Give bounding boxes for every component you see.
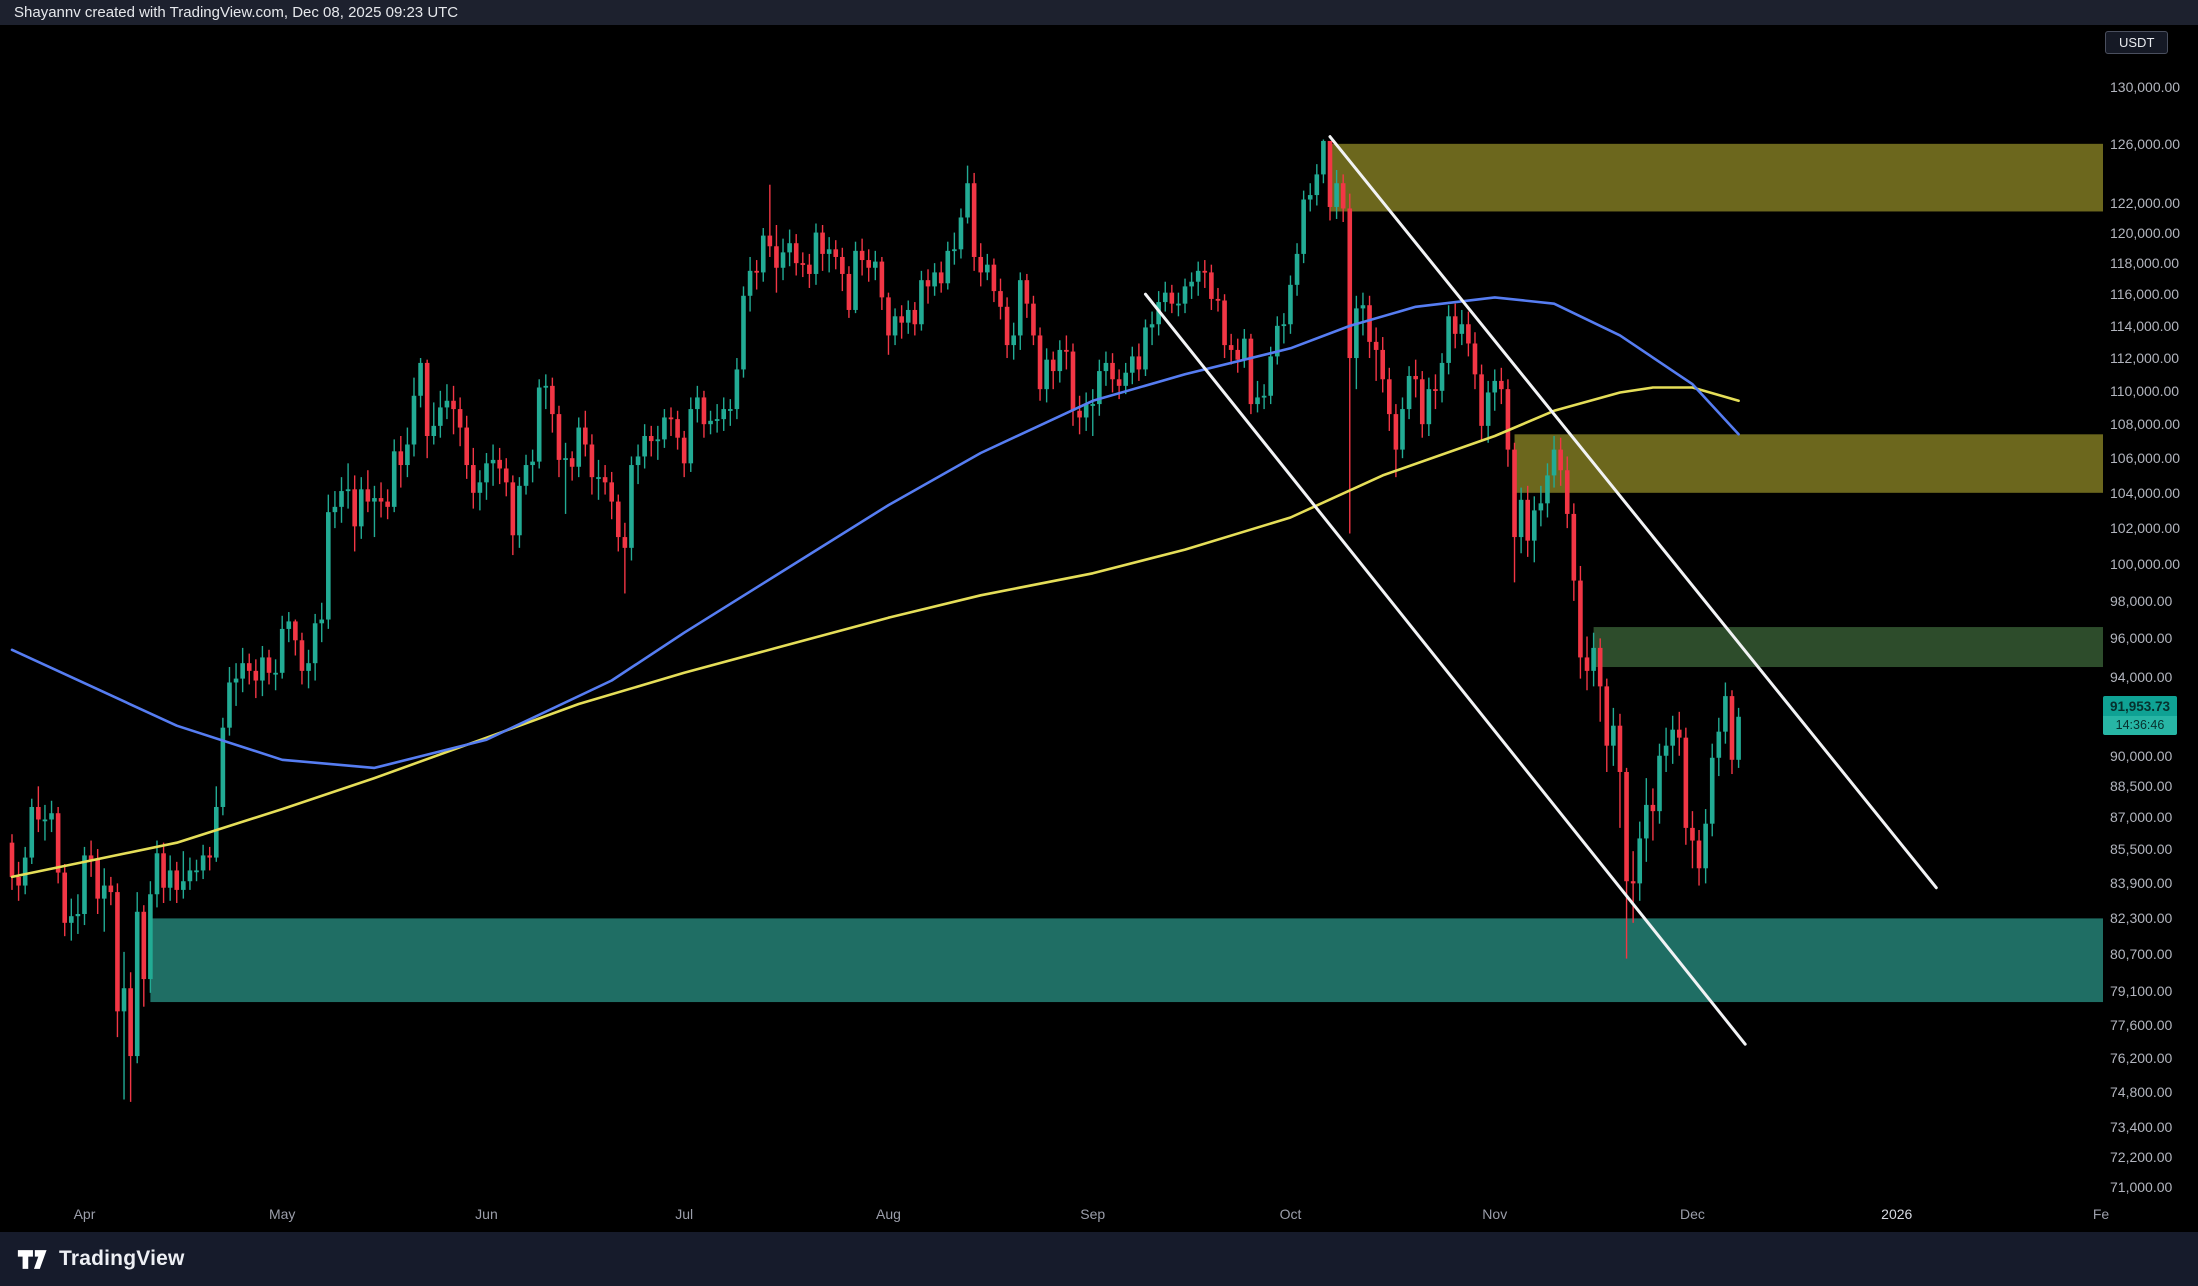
time-tick-label: Nov: [1482, 1206, 1508, 1222]
supply-zone-upper[interactable]: [1330, 143, 2103, 212]
price-tick-label: 82,300.00: [2110, 910, 2173, 927]
tradingview-wordmark: TradingView: [59, 1247, 185, 1270]
time-tick-label: Jul: [675, 1206, 694, 1222]
last-price-value: 91,953.73: [2103, 695, 2177, 716]
price-tick-label: 76,200.00: [2110, 1050, 2173, 1067]
time-axis[interactable]: Apr May Jun Jul Aug Sep Oct Nov Dec 2026 Fe: [0, 1199, 2198, 1232]
tradingview-logo[interactable]: TradingView: [16, 1247, 185, 1272]
price-tick-label: 110,000.00: [2110, 382, 2180, 399]
time-tick-label: May: [268, 1206, 296, 1222]
price-tick-label: 88,500.00: [2110, 778, 2173, 795]
price-tick-label: 96,000.00: [2110, 630, 2173, 647]
attribution-text: Shayannv created with TradingView.com, D…: [14, 4, 459, 21]
price-tick-label: 118,000.00: [2110, 255, 2180, 272]
price-tick-label: 94,000.00: [2110, 668, 2173, 685]
last-price-label: 91,953.73 14:36:46: [2103, 695, 2177, 735]
channel-upper[interactable]: [1328, 135, 1938, 890]
price-tick-label: 98,000.00: [2110, 592, 2173, 609]
time-tick-label: Jun: [475, 1206, 498, 1222]
price-axis[interactable]: USDT 130,000.00 126,000.00 122,000.00 120,0…: [2103, 25, 2198, 1232]
price-tick-label: 100,000.00: [2110, 556, 2181, 573]
resistance-zone-green[interactable]: [1593, 627, 2103, 668]
demand-zone-teal[interactable]: [150, 918, 2103, 1003]
price-tick-label: 90,000.00: [2110, 747, 2173, 764]
price-tick-label: 74,800.00: [2110, 1084, 2173, 1101]
attribution-bar: Shayannv created with TradingView.com, D…: [0, 0, 2198, 25]
price-tick-label: 83,900.00: [2110, 875, 2173, 892]
price-tick-label: 73,400.00: [2110, 1118, 2173, 1135]
price-tick-label: 108,000.00: [2110, 416, 2181, 433]
price-tick-label: 130,000.00: [2110, 79, 2181, 95]
price-tick-label: 80,700.00: [2110, 946, 2173, 963]
tradingview-logo-icon: [17, 1249, 47, 1269]
price-tick-label: 120,000.00: [2110, 224, 2181, 241]
time-tick-label: Sep: [1080, 1206, 1106, 1222]
price-tick-label: 71,000.00: [2110, 1179, 2173, 1195]
price-tick-label: 72,200.00: [2110, 1148, 2173, 1165]
price-tick-label: 112,000.00: [2110, 350, 2180, 367]
time-tick-label: Dec: [1679, 1206, 1705, 1222]
time-tick-label: Aug: [876, 1206, 901, 1222]
price-tick-label: 77,600.00: [2110, 1017, 2173, 1034]
time-tick-label: Oct: [1279, 1206, 1302, 1222]
price-tick-label: 114,000.00: [2110, 317, 2180, 334]
supply-zone-mid[interactable]: [1514, 434, 2103, 493]
bottom-toolbar: TradingView: [0, 1232, 2198, 1286]
time-tick-label: Fe: [2092, 1206, 2110, 1222]
time-tick-label: Apr: [73, 1206, 96, 1222]
channel-lower[interactable]: [1143, 292, 1747, 1046]
price-tick-label: 87,000.00: [2110, 809, 2173, 826]
ma-blue[interactable]: [10, 296, 1740, 770]
price-tick-label: 85,500.00: [2110, 841, 2173, 858]
ma-yellow[interactable]: [10, 386, 1740, 879]
bar-close-countdown: 14:36:46: [2103, 715, 2177, 735]
time-tick-label: 2026: [1881, 1206, 1913, 1222]
price-tick-label: 122,000.00: [2110, 194, 2181, 211]
price-tick-label: 79,100.00: [2110, 982, 2173, 999]
price-tick-label: 102,000.00: [2110, 520, 2181, 537]
price-tick-label: 116,000.00: [2110, 286, 2180, 303]
price-tick-label: 106,000.00: [2110, 450, 2181, 467]
price-tick-label: 126,000.00: [2110, 135, 2181, 152]
price-tick-label: 104,000.00: [2110, 484, 2181, 501]
currency-unit-button[interactable]: USDT: [2105, 31, 2169, 54]
